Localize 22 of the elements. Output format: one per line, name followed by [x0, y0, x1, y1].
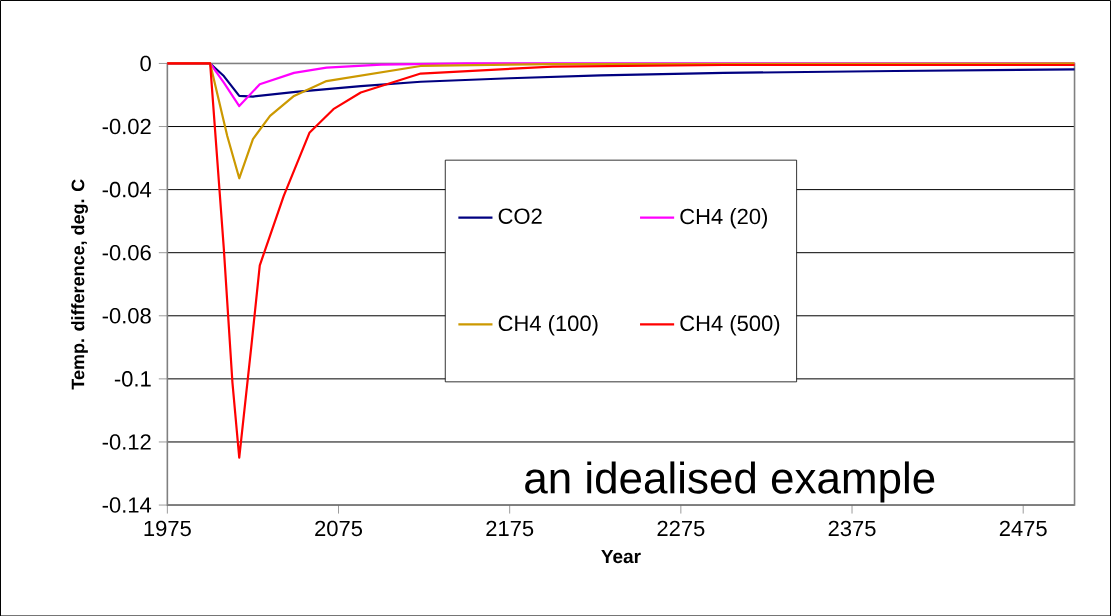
y-tick-label: 0	[140, 55, 151, 72]
x-tick-label: 2275	[657, 520, 705, 536]
x-axis-title: Year	[601, 549, 641, 563]
legend-label: CH4 (20)	[680, 207, 767, 229]
line-series	[166, 62, 1076, 459]
x-tick-label: 2375	[828, 520, 876, 536]
legend-label: CH4 (500)	[680, 314, 780, 336]
x-tick-label: 2475	[999, 520, 1047, 536]
annotation: an idealised example	[525, 461, 935, 503]
y-tick-label: -0.12	[102, 433, 151, 450]
y-tick-label: -0.06	[102, 244, 151, 261]
y-tick-label: -0.02	[102, 118, 151, 135]
legend-label: CO2	[498, 208, 542, 224]
legend-label: CH4 (100)	[498, 314, 598, 336]
x-tick-label: 2175	[486, 520, 534, 536]
x-tick-label: 2075	[315, 520, 363, 536]
x-tick-label: 1975	[144, 520, 191, 536]
y-tick-label: -0.04	[102, 181, 152, 198]
y-tick-label: -0.1	[114, 370, 151, 387]
y-tick-label: -0.08	[102, 307, 151, 324]
y-axis-title: Temp. difference, deg. C	[71, 179, 88, 390]
y-tick-label: -0.14	[102, 497, 152, 513]
